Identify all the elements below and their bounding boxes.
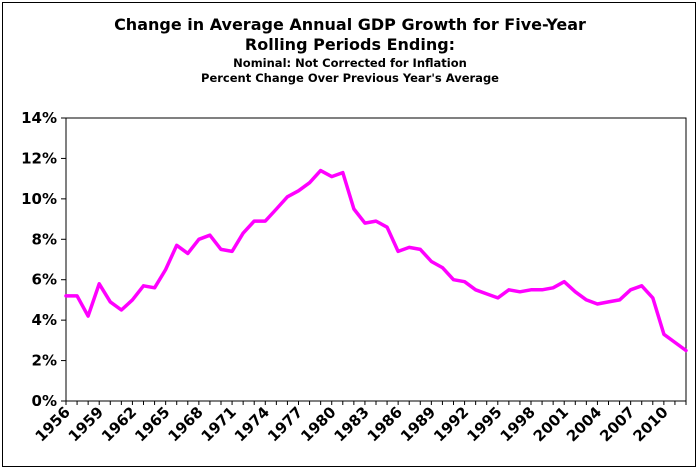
x-tick-label: 1965 xyxy=(131,403,173,445)
x-tick-label: 1989 xyxy=(397,403,439,445)
data-point xyxy=(452,278,455,281)
x-tick-label: 1983 xyxy=(331,403,373,445)
data-point xyxy=(175,244,178,247)
data-point xyxy=(496,297,499,299)
y-tick-label: 4% xyxy=(32,311,57,329)
x-tick-label: 2010 xyxy=(629,403,671,445)
chart-subtitle-line2: Percent Change Over Previous Year's Aver… xyxy=(201,71,499,85)
data-point xyxy=(275,208,278,210)
data-point xyxy=(131,299,134,301)
data-point xyxy=(87,315,89,317)
data-point xyxy=(596,303,599,305)
chart-title-line2: Rolling Periods Ending: xyxy=(245,35,455,54)
data-point xyxy=(264,220,267,222)
x-tick-label: 1995 xyxy=(463,403,505,445)
data-point xyxy=(419,248,422,251)
data-point xyxy=(397,250,399,253)
data-point xyxy=(585,299,588,301)
data-point xyxy=(65,295,67,297)
y-tick-label: 6% xyxy=(32,271,57,289)
data-point xyxy=(76,295,78,297)
plot-border xyxy=(65,117,687,402)
x-tick-label: 1962 xyxy=(98,403,140,445)
data-point xyxy=(209,234,211,237)
data-point xyxy=(485,293,488,295)
data-point xyxy=(98,282,101,285)
data-point xyxy=(430,260,433,263)
series-layer xyxy=(64,168,688,353)
x-tick-label: 1980 xyxy=(297,403,339,445)
data-point xyxy=(242,232,244,235)
chart-title: Change in Average Annual GDP Growth for … xyxy=(114,15,586,34)
data-point xyxy=(574,291,577,293)
x-axis-ticks: 1956195919621965196819711974197719801983… xyxy=(32,401,687,445)
data-point xyxy=(408,246,411,249)
data-point xyxy=(308,181,311,184)
data-point xyxy=(508,289,510,291)
data-point xyxy=(186,252,189,255)
data-point xyxy=(286,196,289,198)
data-point xyxy=(607,301,610,303)
data-point xyxy=(120,309,123,311)
chart-subtitle: Nominal: Not Corrected for Inflation xyxy=(233,56,467,70)
data-point xyxy=(629,289,632,291)
data-point xyxy=(563,280,566,283)
data-point xyxy=(142,284,145,287)
data-point xyxy=(319,169,322,172)
x-tick-label: 1977 xyxy=(264,403,306,445)
data-point xyxy=(618,299,621,301)
data-point xyxy=(375,220,377,222)
y-axis-ticks: 0% 2% 4% 6% 8% 10% 12% 14% xyxy=(21,109,66,410)
data-point xyxy=(651,297,654,299)
y-tick-label: 14% xyxy=(21,109,57,127)
data-point xyxy=(341,171,344,174)
data-point xyxy=(663,333,665,336)
data-point xyxy=(353,208,355,210)
x-tick-label: 2001 xyxy=(530,403,572,445)
x-tick-label: 1986 xyxy=(364,403,406,445)
data-point xyxy=(474,289,477,291)
x-tick-label: 2007 xyxy=(596,403,638,445)
x-tick-label: 1992 xyxy=(430,403,472,445)
data-point xyxy=(198,238,200,241)
data-point xyxy=(364,222,366,224)
data-point xyxy=(640,284,643,287)
data-point xyxy=(441,266,444,269)
data-point xyxy=(253,220,256,222)
data-point xyxy=(164,268,167,271)
data-point xyxy=(330,175,333,178)
x-tick-label: 1959 xyxy=(65,403,107,445)
x-tick-label: 1968 xyxy=(164,403,206,445)
data-point xyxy=(297,189,300,192)
data-point xyxy=(109,301,112,303)
y-tick-label: 2% xyxy=(32,352,57,370)
y-tick-label: 12% xyxy=(21,149,57,167)
data-point xyxy=(541,289,543,291)
data-point xyxy=(552,287,554,289)
x-tick-label: 1971 xyxy=(198,403,240,445)
y-tick-label: 10% xyxy=(21,190,57,208)
data-point xyxy=(530,289,532,291)
data-point xyxy=(231,250,233,253)
y-tick-label: 8% xyxy=(32,230,57,248)
y-tick-label: 0% xyxy=(32,392,57,410)
plot-area xyxy=(65,117,687,402)
data-point xyxy=(674,341,676,344)
data-point xyxy=(386,226,388,228)
data-point xyxy=(463,280,466,283)
data-point xyxy=(519,291,521,293)
data-point xyxy=(685,349,687,352)
x-tick-label: 1998 xyxy=(497,403,539,445)
data-point xyxy=(153,287,156,289)
x-tick-label: 1974 xyxy=(231,403,273,445)
x-tick-label: 2004 xyxy=(563,403,605,445)
data-point xyxy=(220,248,222,251)
